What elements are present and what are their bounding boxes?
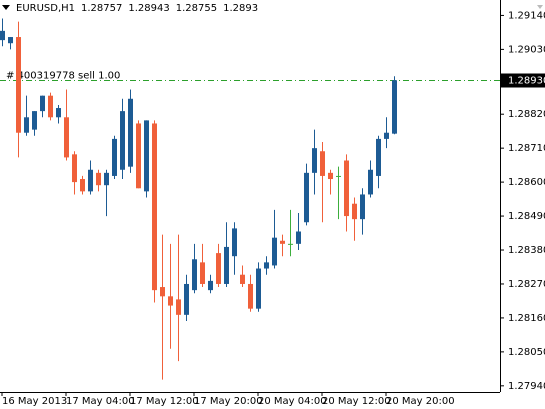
y-tick-label: 1.28380	[508, 245, 545, 256]
candle-body	[24, 117, 29, 133]
candle-body	[360, 194, 365, 220]
candle-body	[272, 237, 277, 266]
y-tick-label: 1.28050	[508, 347, 545, 358]
price-label-box	[501, 73, 545, 88]
candle-body	[304, 172, 309, 223]
candle-body	[176, 299, 181, 315]
x-tick-label: 17 May 04:00	[66, 396, 135, 407]
ohlc-value: 1.28755	[176, 3, 217, 14]
candle-body	[40, 95, 45, 112]
candle-body	[344, 160, 349, 217]
candle-body	[296, 231, 301, 244]
candle-body	[16, 37, 21, 133]
candle-body	[8, 37, 13, 44]
candle-body	[144, 120, 149, 192]
y-tick-label: 1.28270	[508, 279, 545, 290]
candle-body	[32, 111, 37, 130]
candle-body	[256, 268, 261, 309]
candle-body	[96, 172, 101, 186]
candle-body	[160, 287, 165, 297]
candle-body	[280, 240, 285, 244]
candle-body	[232, 228, 237, 257]
candle-body	[112, 138, 117, 176]
candle-body	[88, 169, 93, 192]
x-tick-label: 17 May 12:00	[130, 396, 199, 407]
candle-body	[200, 262, 205, 284]
y-tick-label: 1.27940	[508, 381, 545, 392]
candle-body	[80, 179, 85, 192]
candle-body	[376, 138, 381, 176]
candle-body	[216, 253, 221, 284]
candle-body	[384, 132, 389, 139]
ohlc-value: 1.28943	[128, 3, 169, 14]
y-tick-label: 1.28160	[508, 313, 545, 324]
x-tick-label: 20 May 20:00	[386, 396, 455, 407]
candle-body	[240, 274, 245, 284]
candle-body	[48, 95, 53, 118]
y-tick-label: 1.28490	[508, 211, 545, 222]
chart-header: EURUSD,H1 1.28757 1.28943 1.28755 1.2893	[16, 3, 258, 14]
candle-body	[0, 30, 5, 41]
candle-body	[136, 123, 141, 189]
ohlc-value: 1.28757	[81, 3, 122, 14]
candle-body	[120, 111, 125, 170]
candle-body	[104, 172, 109, 186]
candle-body	[248, 283, 253, 309]
candle-body	[224, 246, 229, 284]
candle-body	[288, 243, 293, 245]
candle-body	[264, 262, 269, 269]
x-tick-label: 20 May 12:00	[322, 396, 391, 407]
candle-body	[184, 283, 189, 315]
y-tick-label: 1.29140	[508, 10, 545, 21]
y-tick-label: 1.28600	[508, 177, 545, 188]
symbol: EURUSD,H1	[16, 3, 75, 14]
candle-body	[168, 296, 173, 306]
candle-body	[328, 172, 333, 180]
candle-body	[368, 169, 373, 195]
scroll-icon	[537, 5, 543, 9]
y-tick-label: 1.29030	[508, 44, 545, 55]
candle-body	[56, 108, 61, 118]
candle-body	[320, 151, 325, 176]
y-tick-label: 1.28710	[508, 143, 545, 154]
candle-body	[352, 203, 357, 220]
x-tick-label: 20 May 04:00	[258, 396, 327, 407]
candle-body	[208, 280, 213, 291]
candle-body	[72, 154, 77, 183]
candle-body	[336, 175, 341, 177]
candle-body	[192, 259, 197, 291]
candle-body	[128, 98, 133, 167]
menu-icon	[2, 5, 10, 10]
candle-body	[392, 80, 397, 134]
x-tick-label: 17 May 20:00	[194, 396, 263, 407]
candle-body	[312, 148, 317, 173]
ohlc-value: 1.2893	[223, 3, 258, 14]
order-label: # 400319778 sell 1.00	[6, 71, 120, 82]
x-tick-label: 16 May 2013	[2, 396, 67, 407]
y-tick-label: 1.28820	[508, 109, 545, 120]
candle-body	[64, 117, 69, 158]
price-label: 1.28930	[508, 76, 545, 87]
candle-body	[152, 123, 157, 291]
